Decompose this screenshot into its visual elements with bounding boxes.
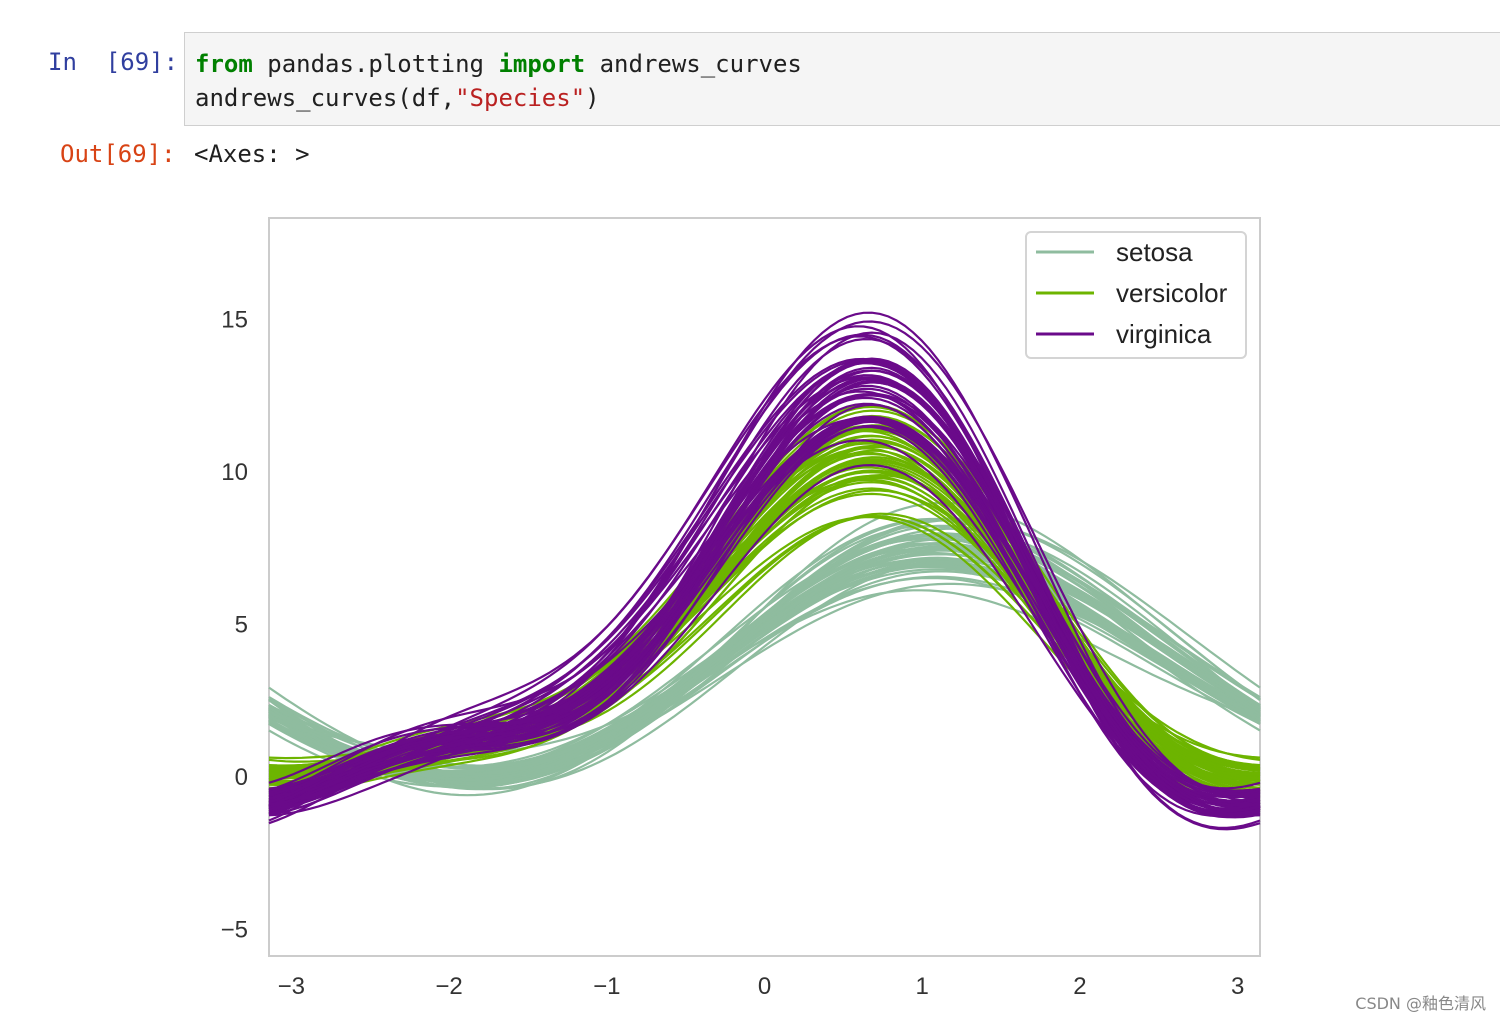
virginica-curve (268, 376, 1261, 799)
x-tick-label: −1 (593, 973, 620, 1000)
virginica-curve (268, 415, 1261, 799)
code-line-1: from pandas.plotting import andrews_curv… (195, 50, 802, 78)
code-module: pandas.plotting (252, 50, 499, 78)
y-tick-label: 15 (221, 307, 248, 334)
y-tick-label: 10 (221, 459, 248, 486)
code-string: "Species" (455, 84, 586, 112)
y-tick-labels: −5 0 5 10 15 (221, 307, 248, 944)
legend-label-virginica: virginica (1116, 319, 1212, 349)
x-tick-labels: −3 −2 −1 0 1 2 3 (278, 973, 1245, 1000)
y-tick-label: 0 (235, 764, 248, 791)
keyword-from: from (195, 50, 253, 78)
legend-box (1025, 231, 1247, 359)
legend-label-versicolor: versicolor (1116, 278, 1228, 308)
setosa-curve (268, 534, 1261, 781)
code-call: andrews_curves(df, (195, 84, 456, 112)
x-tick-label: 2 (1073, 973, 1086, 1000)
x-tick-label: 3 (1231, 973, 1244, 1000)
output-text: <Axes: > (194, 140, 310, 168)
virginica-curve (268, 381, 1261, 798)
y-tick-label: −5 (221, 917, 248, 944)
code-cell-input[interactable]: from pandas.plotting import andrews_curv… (184, 32, 1500, 126)
keyword-import: import (498, 50, 586, 78)
code-close-paren: ) (585, 84, 600, 112)
curves-layer (268, 311, 1261, 831)
output-prompt: Out[69]: (60, 140, 176, 168)
virginica-curve (268, 420, 1261, 811)
input-prompt: In [69]: (48, 48, 179, 76)
setosa-curve (268, 553, 1261, 775)
x-tick-label: −2 (435, 973, 462, 1000)
code-line-2: andrews_curves(df,"Species") (195, 84, 600, 112)
y-tick-label: 5 (235, 612, 248, 639)
watermark: CSDN @釉色清风 (1355, 994, 1486, 1013)
x-tick-label: −3 (278, 973, 305, 1000)
legend: setosa versicolor virginica (1025, 231, 1247, 359)
legend-label-setosa: setosa (1116, 237, 1193, 267)
x-tick-label: 0 (758, 973, 771, 1000)
code-import-name: andrews_curves (585, 50, 802, 78)
x-tick-label: 1 (916, 973, 929, 1000)
setosa-curve (268, 534, 1261, 777)
virginica-curve (268, 415, 1261, 807)
